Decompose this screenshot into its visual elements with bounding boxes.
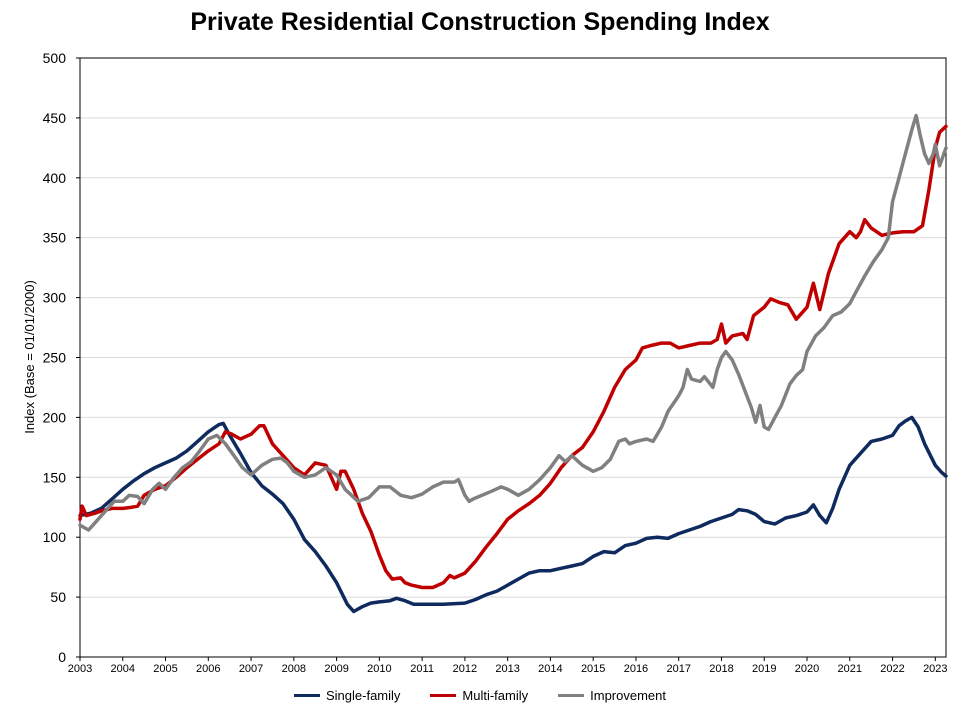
- y-tick-label: 50: [50, 589, 66, 605]
- x-tick-label: 2008: [282, 663, 306, 675]
- x-tick-label: 2006: [196, 663, 220, 675]
- y-tick-label: 200: [43, 409, 67, 425]
- legend-item-multi-family: Multi-family: [430, 688, 528, 703]
- y-tick-label: 150: [43, 469, 67, 485]
- y-axis-ticks: 0 50 100 150 200 250 300 350 400 450 500: [43, 50, 80, 665]
- x-tick-label: 2010: [367, 663, 391, 675]
- x-tick-label: 2017: [666, 663, 690, 675]
- legend-item-improvement: Improvement: [558, 688, 666, 703]
- y-tick-label: 100: [43, 529, 67, 545]
- x-tick-label: 2016: [624, 663, 648, 675]
- legend-label-multi-family: Multi-family: [462, 688, 529, 703]
- legend-swatch-multi-family: [430, 694, 457, 697]
- x-tick-label: 2022: [880, 663, 904, 675]
- x-tick-label: 2007: [239, 663, 263, 675]
- y-axis-label: Index (Base = 01/01/2000): [22, 280, 37, 434]
- legend: Single-family Multi-family Improvement: [0, 688, 960, 703]
- legend-item-single-family: Single-family: [293, 688, 401, 703]
- series-line-improvement: [78, 113, 948, 532]
- x-axis-ticks: 2003 2004 2005 2006 2007 2008 2009 2010 2011 2012…: [68, 657, 948, 675]
- x-tick-label: 2018: [709, 663, 733, 675]
- series-lines: [78, 113, 948, 614]
- legend-label-improvement: Improvement: [590, 688, 667, 703]
- chart-title: Private Residential Construction Spendin…: [190, 8, 770, 36]
- y-tick-label: 450: [43, 110, 67, 126]
- x-tick-label: 2023: [923, 663, 947, 675]
- y-tick-label: 500: [43, 50, 67, 66]
- x-tick-label: 2013: [495, 663, 519, 675]
- x-tick-label: 2011: [410, 663, 434, 675]
- x-tick-label: 2012: [453, 663, 477, 675]
- x-tick-label: 2020: [795, 663, 819, 675]
- x-tick-label: 2003: [68, 663, 92, 675]
- y-tick-label: 400: [43, 170, 67, 186]
- gridlines: [80, 57, 946, 658]
- x-tick-label: 2009: [324, 663, 348, 675]
- series-line-multi-family: [78, 124, 948, 590]
- y-tick-label: 0: [58, 649, 66, 665]
- x-tick-label: 2014: [538, 663, 562, 675]
- x-tick-label: 2004: [111, 663, 135, 675]
- legend-swatch-improvement: [558, 694, 585, 697]
- x-tick-label: 2015: [581, 663, 605, 675]
- legend-label-single-family: Single-family: [325, 688, 401, 703]
- y-tick-label: 250: [43, 350, 67, 366]
- x-tick-label: 2019: [752, 663, 776, 675]
- y-tick-label: 350: [43, 230, 67, 246]
- x-tick-label: 2021: [838, 663, 862, 675]
- legend-swatch-single-family: [293, 694, 320, 697]
- x-tick-label: 2005: [153, 663, 177, 675]
- y-tick-label: 300: [43, 290, 67, 306]
